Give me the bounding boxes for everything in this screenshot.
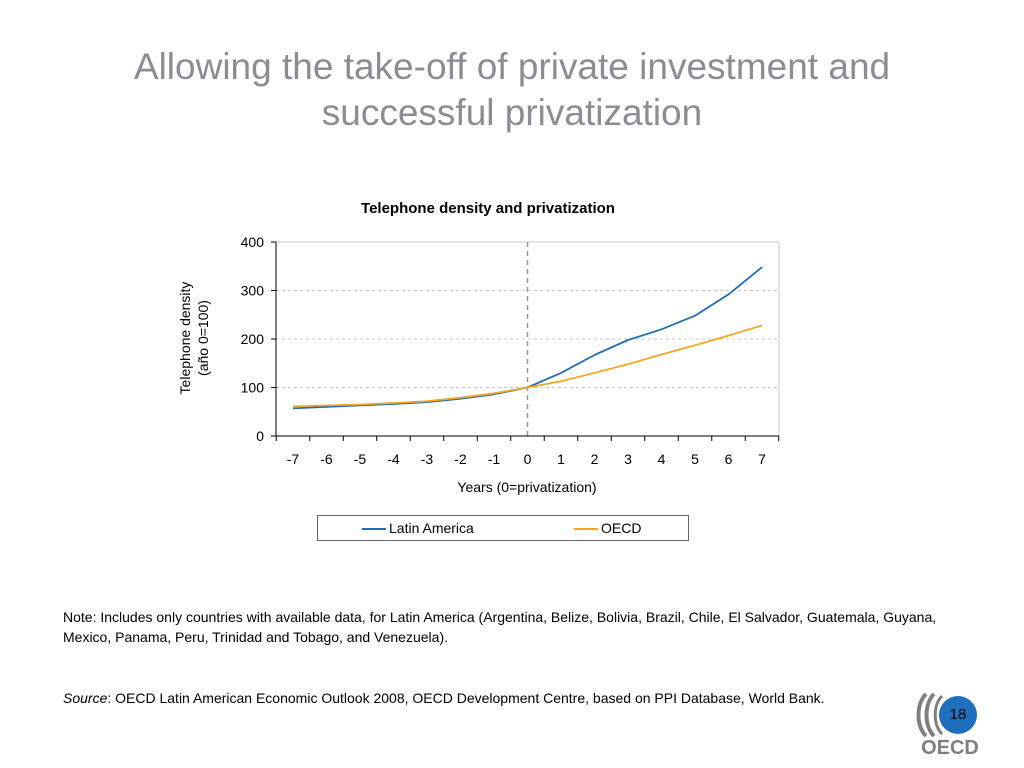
x-tick-label: 5 [691, 451, 699, 467]
y-axis-label-line2: (año 0=100) [195, 300, 211, 376]
x-tick-label: -6 [320, 451, 333, 467]
y-tick-label: 200 [241, 331, 265, 347]
source-text: : OECD Latin American Economic Outlook 2… [107, 690, 825, 706]
chart-note: Note: Includes only countries with avail… [63, 609, 937, 645]
x-tick-label: -7 [287, 451, 300, 467]
source-note: Source: OECD Latin American Economic Out… [63, 688, 883, 708]
chart-axes: 0 100 200 300 400 -7 -6 -5 -4 -3 -2 -1 0 1 2 3 4 5 6 7 [241, 234, 780, 467]
legend-swatch-oecd [574, 528, 598, 531]
x-tick-label: -5 [354, 451, 367, 467]
x-tick-label: 6 [725, 451, 733, 467]
page-number-badge: 18 [939, 696, 977, 734]
chart-series [292, 266, 763, 410]
legend-item-oecd: OECD [574, 520, 641, 536]
x-tick-label: 7 [758, 451, 766, 467]
legend-label-latin-america: Latin America [389, 520, 474, 536]
source-label: Source [63, 690, 108, 706]
y-axis-label-line1: Telephone density [177, 282, 193, 395]
chart-gridlines [276, 241, 780, 436]
oecd-logo-text: OECD [921, 737, 979, 759]
y-tick-label: 400 [241, 234, 265, 250]
legend-item-latin-america: Latin America [362, 520, 474, 536]
x-tick-label: 3 [624, 451, 632, 467]
series-line-oecd [292, 324, 763, 408]
chart-legend: Latin America OECD [317, 515, 689, 541]
legend-swatch-latin-america [362, 528, 386, 531]
x-tick-label: 1 [557, 451, 565, 467]
x-tick-label: -2 [454, 451, 467, 467]
legend-label-oecd: OECD [601, 520, 642, 536]
x-tick-label: -4 [387, 451, 400, 467]
y-tick-label: 100 [241, 380, 265, 396]
x-tick-label: -3 [421, 451, 434, 467]
x-tick-label: 0 [524, 451, 532, 467]
x-tick-label: 2 [591, 451, 599, 467]
slide-title: Allowing the take-off of private investm… [133, 46, 891, 133]
chart-title: Telephone density and privatization [361, 200, 615, 217]
x-tick-label: -1 [488, 451, 501, 467]
y-tick-label: 300 [241, 283, 265, 299]
x-axis-label: Years (0=privatization) [457, 479, 596, 495]
oecd-logo: OECD [916, 692, 979, 759]
y-tick-label: 0 [256, 428, 264, 444]
x-tick-label: 4 [658, 451, 666, 467]
